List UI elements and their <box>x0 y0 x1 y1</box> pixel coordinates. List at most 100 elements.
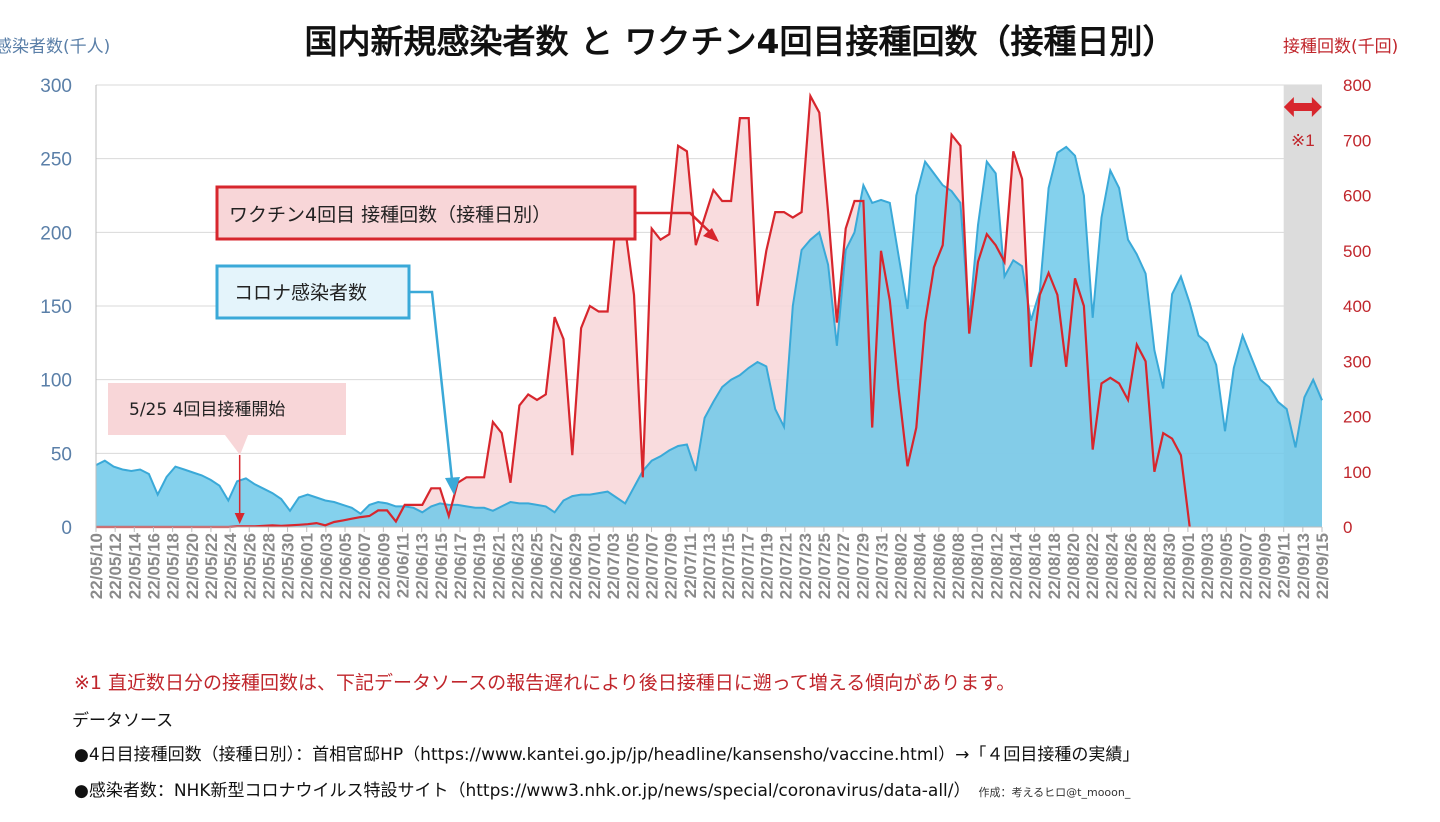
x-tick-label: 22/05/22 <box>202 533 221 599</box>
x-axis-ticks: 22/05/10 22/05/12 22/05/14 22/05/16 22/05/18… <box>87 527 1332 599</box>
x-tick-label: 22/08/28 <box>1141 533 1160 599</box>
data-source-vaccine: ●4日目接種回数（接種日別）：首相官邸HP（https://www.kantei… <box>74 745 1140 765</box>
x-tick-label: 22/06/17 <box>451 533 470 599</box>
x-tick-label: 22/08/18 <box>1045 533 1064 599</box>
x-tick-label: 22/09/07 <box>1236 533 1255 599</box>
x-tick-label: 22/09/01 <box>1179 533 1198 599</box>
x-tick-label: 22/07/05 <box>623 533 642 599</box>
x-tick-label: 22/09/15 <box>1313 533 1332 599</box>
vaccine-callout-label: ワクチン4回目 接種回数（接種日別） <box>229 204 551 226</box>
x-tick-label: 22/08/12 <box>987 533 1006 599</box>
right-tick-label: 0 <box>1343 518 1352 537</box>
x-tick-label: 22/07/27 <box>834 533 853 599</box>
right-axis-unit: 接種回数(千回) <box>1283 37 1398 57</box>
x-tick-label: 22/09/13 <box>1294 533 1313 599</box>
x-tick-label: 22/07/19 <box>757 533 776 599</box>
cases-callout: コロナ感染者数 <box>215 264 460 495</box>
x-tick-label: 22/08/16 <box>1026 533 1045 599</box>
x-tick-label: 22/06/07 <box>355 533 374 599</box>
x-tick-label: 22/08/24 <box>1102 532 1121 599</box>
x-tick-label: 22/09/03 <box>1198 533 1217 599</box>
x-tick-label: 22/08/30 <box>1160 533 1179 599</box>
double-arrow-shape <box>1283 97 1322 117</box>
x-tick-label: 22/08/02 <box>892 533 911 599</box>
x-tick-label: 22/07/23 <box>796 533 815 599</box>
x-tick-label: 22/05/14 <box>125 532 144 599</box>
x-tick-label: 22/07/17 <box>738 533 757 599</box>
x-tick-label: 22/06/27 <box>547 533 566 599</box>
x-tick-label: 22/07/09 <box>662 533 681 599</box>
vaccine-callout: ワクチン4回目 接種回数（接種日別） <box>215 185 719 242</box>
author-credit: 作成：考えるヒロ@t_mooon_ <box>978 786 1131 799</box>
x-tick-label: 22/08/04 <box>911 532 930 599</box>
x-tick-label: 22/06/11 <box>394 533 413 598</box>
x-tick-label: 22/07/11 <box>681 533 700 598</box>
left-tick-label: 200 <box>40 223 72 244</box>
x-tick-label: 22/05/24 <box>221 532 240 599</box>
x-tick-label: 22/08/06 <box>930 533 949 599</box>
x-tick-label: 22/08/20 <box>1064 533 1083 599</box>
x-tick-label: 22/07/07 <box>643 533 662 599</box>
left-tick-label: 150 <box>40 297 72 318</box>
x-tick-label: 22/06/21 <box>489 533 508 599</box>
right-tick-label: 700 <box>1343 131 1371 150</box>
left-axis-ticks: 0 50 100 150 200 250 300 <box>40 76 72 539</box>
right-tick-label: 600 <box>1343 187 1371 206</box>
left-tick-label: 50 <box>51 444 72 465</box>
cases-area <box>96 146 1322 527</box>
right-tick-label: 800 <box>1343 76 1371 95</box>
x-tick-label: 22/05/26 <box>240 533 259 599</box>
x-tick-label: 22/06/25 <box>528 533 547 599</box>
x-tick-label: 22/05/10 <box>87 533 106 599</box>
x-tick-label: 22/06/13 <box>413 533 432 599</box>
right-tick-label: 500 <box>1343 242 1371 261</box>
vaccine-line <box>96 92 1191 529</box>
x-tick-label: 22/09/09 <box>1256 533 1275 599</box>
vaccine-arrow-icon <box>703 228 719 242</box>
chart-title: 国内新規感染者数 と ワクチン4回目接種回数（接種日別） <box>305 22 1176 61</box>
x-tick-label: 22/06/29 <box>566 533 585 599</box>
start-callout-label: 5/25 4回目接種開始 <box>129 400 285 420</box>
x-tick-label: 22/05/20 <box>183 533 202 599</box>
x-tick-label: 22/06/05 <box>336 533 355 599</box>
x-tick-label: 22/05/12 <box>106 533 125 599</box>
left-tick-label: 250 <box>40 150 72 171</box>
start-arrow-icon <box>234 513 245 524</box>
x-tick-label: 22/05/28 <box>259 533 278 599</box>
x-tick-label: 22/08/22 <box>1083 533 1102 599</box>
cases-line <box>95 145 1323 515</box>
x-tick-label: 22/07/31 <box>872 533 891 599</box>
cases-callout-label: コロナ感染者数 <box>234 282 367 304</box>
data-source-cases: ●感染者数：NHK新型コロナウイルス特設サイト（https://www3.nhk… <box>74 776 1130 801</box>
x-tick-label: 22/07/01 <box>585 533 604 599</box>
left-tick-label: 0 <box>61 518 72 539</box>
x-tick-label: 22/06/01 <box>298 533 317 599</box>
x-tick-label: 22/07/25 <box>815 533 834 599</box>
double-arrow-icon <box>1283 97 1322 117</box>
x-tick-label: 22/08/26 <box>1121 533 1140 599</box>
x-tick-label: 22/06/19 <box>470 533 489 599</box>
x-tick-label: 22/07/21 <box>777 533 796 599</box>
left-tick-label: 100 <box>40 371 72 392</box>
data-source-heading: データソース <box>72 711 174 731</box>
x-tick-label: 22/09/11 <box>1275 533 1294 598</box>
x-tick-label: 22/05/18 <box>164 533 183 599</box>
x-tick-label: 22/08/08 <box>949 533 968 599</box>
right-tick-label: 300 <box>1343 352 1371 371</box>
right-tick-label: 100 <box>1343 463 1371 482</box>
x-tick-label: 22/07/03 <box>604 533 623 599</box>
x-tick-label: 22/05/30 <box>279 533 298 599</box>
x-tick-label: 22/06/03 <box>317 533 336 599</box>
x-tick-label: 22/06/23 <box>508 533 527 599</box>
left-tick-label: 300 <box>40 76 72 97</box>
left-axis-unit: 感染者数(千人) <box>0 37 110 57</box>
x-tick-label: 22/09/05 <box>1217 533 1236 599</box>
recent-data-note: ※1 <box>1291 131 1315 150</box>
x-tick-label: 22/06/09 <box>374 533 393 599</box>
right-axis-ticks: 0 100 200 300 400 500 600 700 800 <box>1343 76 1371 537</box>
recent-data-footnote: ※1 直近数日分の接種回数は、下記データソースの報告遅れにより後日接種日に遡って… <box>74 672 1016 694</box>
right-tick-label: 400 <box>1343 297 1371 316</box>
data-source-cases-text: ●感染者数：NHK新型コロナウイルス特設サイト（https://www3.nhk… <box>74 781 971 801</box>
x-tick-label: 22/08/10 <box>968 533 987 599</box>
